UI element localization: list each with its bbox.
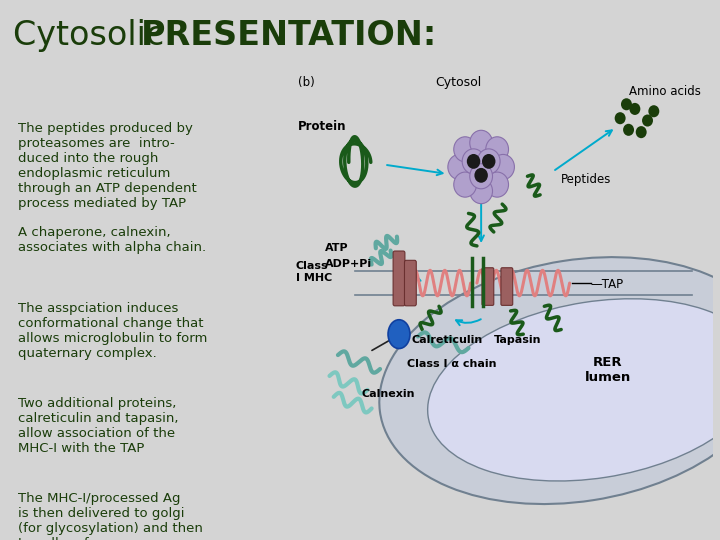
Text: Cytosol: Cytosol (435, 76, 481, 89)
Circle shape (648, 105, 660, 117)
Circle shape (477, 149, 500, 174)
Text: RER
lumen: RER lumen (585, 356, 631, 383)
Text: PRESENTATION:: PRESENTATION: (140, 19, 436, 52)
Text: Amino acids: Amino acids (629, 85, 701, 98)
Text: ATP: ATP (325, 242, 349, 253)
FancyBboxPatch shape (501, 268, 513, 305)
FancyBboxPatch shape (405, 260, 416, 306)
Circle shape (454, 137, 477, 162)
Text: Two additional proteins,
calreticulin and tapasin,
allow association of the
MHC-: Two additional proteins, calreticulin an… (18, 397, 179, 455)
Text: Class I α chain: Class I α chain (408, 359, 497, 369)
Circle shape (629, 103, 640, 115)
Text: Cytosolic: Cytosolic (13, 19, 175, 52)
Circle shape (482, 154, 495, 169)
FancyBboxPatch shape (393, 251, 405, 306)
Circle shape (486, 172, 508, 197)
FancyBboxPatch shape (482, 268, 494, 305)
Ellipse shape (388, 320, 410, 348)
Circle shape (462, 149, 485, 174)
Text: A chaperone, calnexin,
associates with alpha chain.: A chaperone, calnexin, associates with a… (18, 226, 206, 254)
Ellipse shape (428, 299, 720, 481)
Text: The asspciation induces
conformational change that
allows microglobulin to form
: The asspciation induces conformational c… (18, 302, 207, 360)
Text: (b): (b) (298, 76, 315, 89)
Circle shape (474, 168, 488, 183)
Text: Calnexin: Calnexin (361, 389, 415, 399)
Text: Protein: Protein (298, 120, 346, 133)
Circle shape (469, 130, 492, 156)
Text: ADP+Pi: ADP+Pi (325, 259, 372, 269)
Text: Class
I MHC: Class I MHC (296, 261, 332, 283)
Circle shape (623, 124, 634, 136)
Text: Calreticulin: Calreticulin (412, 335, 483, 346)
Circle shape (467, 154, 480, 169)
Circle shape (621, 98, 632, 110)
Ellipse shape (379, 257, 720, 504)
Text: The MHC-I/processed Ag
is then delivered to golgi
(for glycosylation) and then
t: The MHC-I/processed Ag is then delivered… (18, 492, 203, 540)
Circle shape (642, 114, 653, 126)
Text: —TAP: —TAP (590, 278, 624, 291)
Text: Peptides: Peptides (561, 173, 611, 186)
Text: Tapasin: Tapasin (494, 335, 541, 346)
Circle shape (454, 172, 477, 197)
Circle shape (492, 154, 514, 179)
Circle shape (636, 126, 647, 138)
Text: The peptides produced by
proteasomes are  intro-
duced into the rough
endoplasmi: The peptides produced by proteasomes are… (18, 122, 197, 210)
Circle shape (615, 112, 626, 124)
Circle shape (469, 164, 492, 189)
Circle shape (469, 179, 492, 204)
Circle shape (448, 154, 471, 179)
Circle shape (486, 137, 508, 162)
